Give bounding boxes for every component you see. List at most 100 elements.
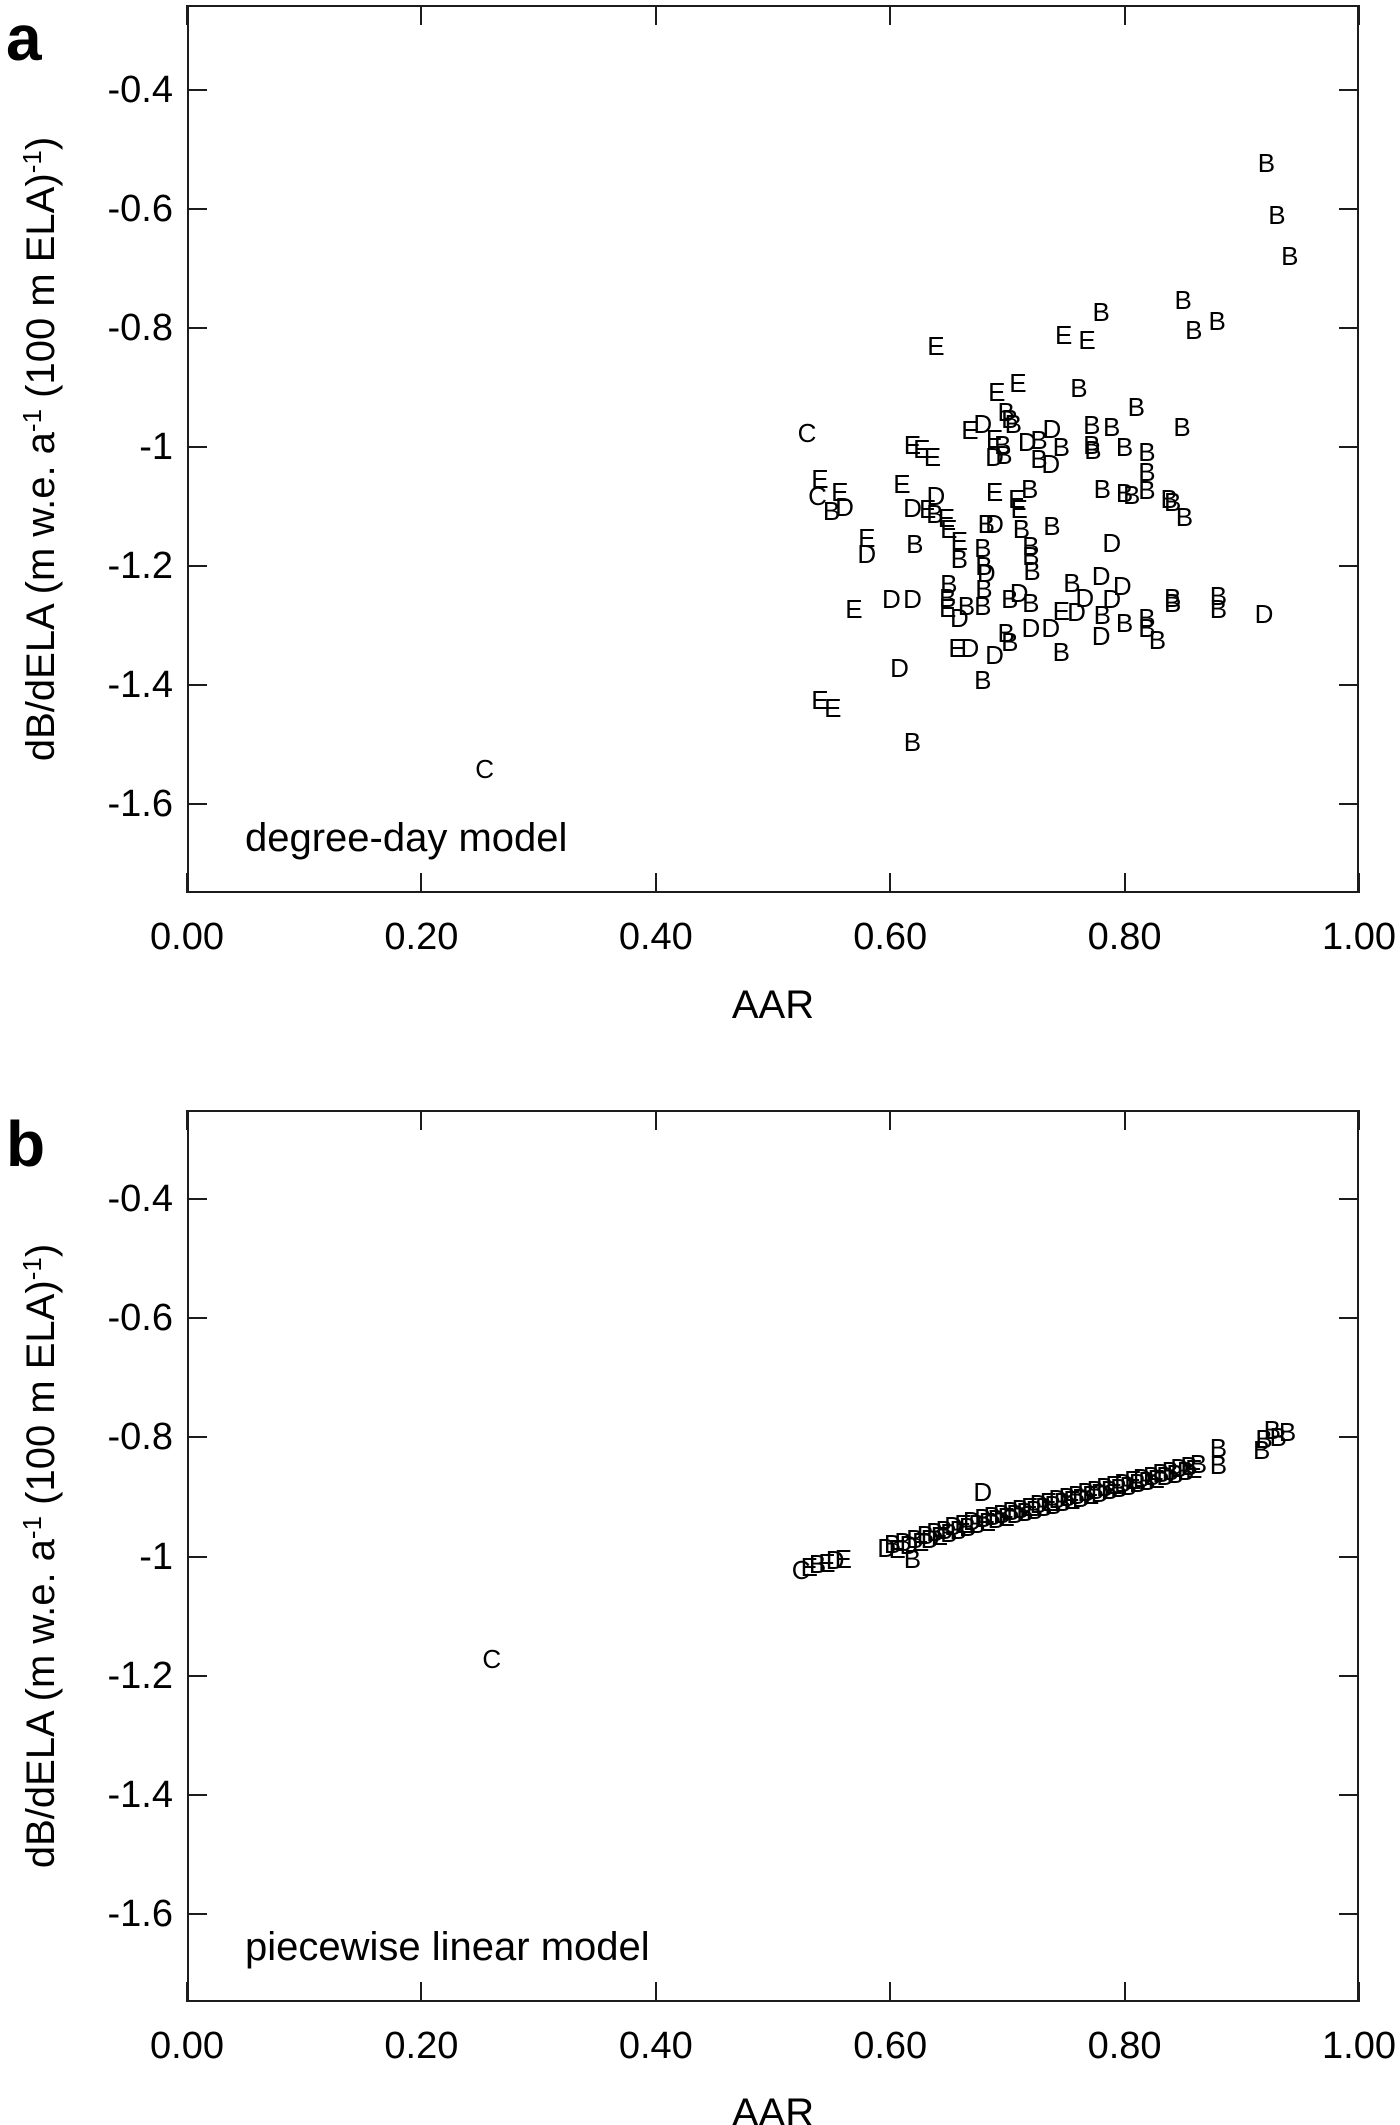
data-point-B: B xyxy=(1012,513,1031,544)
data-point-B: B xyxy=(1052,637,1070,668)
data-point-E: E xyxy=(858,523,876,554)
x-tick-label: 0.80 xyxy=(1087,2025,1162,2067)
data-point-B: B xyxy=(977,509,995,540)
data-point-C: C xyxy=(482,1643,502,1674)
y-title-close: ) xyxy=(19,1243,63,1258)
data-point-B: B xyxy=(822,496,841,527)
y-tick-mark xyxy=(187,1198,207,1200)
y-tick-label: -1.4 xyxy=(107,1774,173,1816)
data-point-B: B xyxy=(916,1519,935,1550)
data-point-B: B xyxy=(1138,613,1156,644)
data-point-E: E xyxy=(938,592,957,623)
data-point-B: B xyxy=(1083,430,1101,461)
data-point-E: E xyxy=(818,1547,836,1578)
data-point-D: D xyxy=(1156,1461,1175,1492)
x-tick-mark xyxy=(654,1982,657,2002)
data-point-D: D xyxy=(835,491,854,522)
data-point-D: D xyxy=(973,1477,993,1508)
data-point-B: B xyxy=(1138,602,1156,633)
data-point-D: D xyxy=(1071,1482,1091,1513)
data-point-E: E xyxy=(1054,320,1073,351)
y-title-sup1: -1 xyxy=(17,1515,47,1540)
data-point-B: B xyxy=(1022,540,1040,571)
x-tick-label: 0.00 xyxy=(150,2025,224,2067)
data-point-B: B xyxy=(1063,567,1081,598)
x-tick-mark-top xyxy=(1358,5,1360,25)
data-point-B: B xyxy=(949,1514,967,1545)
data-point-E: E xyxy=(845,593,863,624)
data-point-B: B xyxy=(1173,412,1191,443)
data-point-B: B xyxy=(1022,587,1040,618)
data-point-B: B xyxy=(992,1498,1011,1529)
y-tick-label: -1.2 xyxy=(107,1654,173,1697)
y-tick-mark xyxy=(187,1555,207,1558)
data-point-D: D xyxy=(1017,427,1037,458)
x-tick-mark xyxy=(654,873,657,893)
data-point-B: B xyxy=(1208,305,1226,336)
data-point-B: B xyxy=(1001,627,1019,658)
y-title-sup2: -1 xyxy=(17,150,47,174)
data-point-D: D xyxy=(1067,597,1086,628)
data-point-B: B xyxy=(974,590,992,621)
data-point-B: B xyxy=(1253,1434,1271,1465)
data-point-B: B xyxy=(1002,1496,1020,1527)
data-point-B: B xyxy=(1077,1477,1095,1508)
data-point-E: E xyxy=(912,1527,930,1558)
data-point-C: C xyxy=(797,418,817,449)
x-tick-mark xyxy=(889,873,892,893)
data-point-D: D xyxy=(949,602,969,633)
data-point-B: B xyxy=(1103,412,1121,443)
x-tick-mark xyxy=(186,873,188,893)
data-point-B: B xyxy=(1185,314,1203,345)
y-tick-label: -0.6 xyxy=(107,188,173,230)
data-point-E: E xyxy=(834,1543,852,1574)
data-point-B: B xyxy=(940,1517,958,1548)
data-point-E: E xyxy=(913,433,931,464)
y-tick-mark-right xyxy=(1339,1436,1359,1439)
data-point-E: E xyxy=(988,377,1006,408)
y-tick-mark xyxy=(187,208,207,210)
x-tick-mark-top xyxy=(889,1110,892,1130)
x-tick-label: 0.40 xyxy=(618,2025,693,2067)
x-tick-mark-top xyxy=(420,1110,423,1130)
data-point-D: D xyxy=(1048,1484,1068,1515)
x-tick-mark xyxy=(186,1982,188,2002)
y-tick-mark-right xyxy=(1339,565,1359,567)
data-point-E: E xyxy=(930,1520,949,1551)
data-point-E: E xyxy=(954,1508,972,1539)
data-point-E: E xyxy=(800,1551,818,1582)
data-point-B: B xyxy=(935,1514,953,1545)
panel-a-plot-area xyxy=(187,5,1359,893)
data-point-E: E xyxy=(1147,1463,1165,1494)
y-tick-mark-right xyxy=(1339,1555,1359,1558)
data-point-B: B xyxy=(1152,1458,1170,1489)
y-tick-mark-right xyxy=(1339,1913,1359,1916)
data-point-B: B xyxy=(903,1543,922,1574)
data-point-B: B xyxy=(883,1529,902,1560)
x-tick-mark-top xyxy=(1358,1110,1360,1130)
data-point-B: B xyxy=(1175,501,1194,532)
data-point-B: B xyxy=(1025,1494,1044,1525)
data-point-B: B xyxy=(975,573,993,604)
data-point-B: B xyxy=(1174,285,1192,316)
data-point-C: C xyxy=(808,481,827,512)
data-point-E: E xyxy=(978,1507,997,1538)
data-point-B: B xyxy=(995,439,1013,470)
data-point-D: D xyxy=(1009,577,1029,608)
x-tick-mark-top xyxy=(1123,5,1126,25)
data-point-B: B xyxy=(1096,1472,1114,1503)
data-point-B: B xyxy=(1001,583,1019,614)
data-point-D: D xyxy=(825,1545,845,1576)
data-point-E: E xyxy=(923,442,942,473)
y-tick-mark xyxy=(187,1674,207,1677)
data-point-E: E xyxy=(1105,1470,1123,1501)
data-point-B: B xyxy=(950,543,969,574)
data-point-B: B xyxy=(1128,1468,1147,1499)
data-point-E: E xyxy=(985,424,1004,455)
panel-b-letter: b xyxy=(6,1108,46,1180)
data-point-B: B xyxy=(1122,479,1141,510)
x-tick-label: 0.20 xyxy=(384,916,459,958)
data-point-D: D xyxy=(881,583,901,614)
data-point-D: D xyxy=(1132,1462,1152,1493)
